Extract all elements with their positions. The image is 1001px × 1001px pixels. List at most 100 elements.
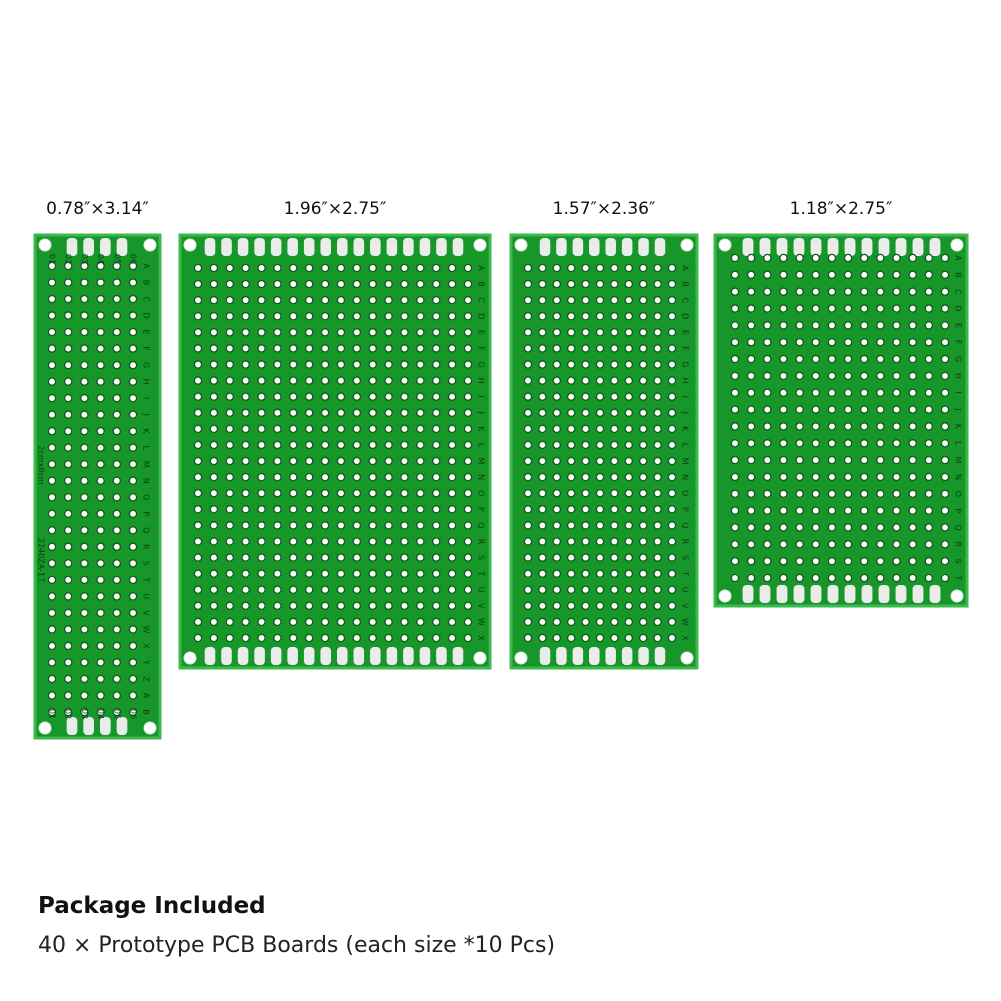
hole — [112, 509, 122, 519]
hole — [843, 371, 853, 381]
hole — [273, 328, 282, 337]
mount-hole — [38, 721, 52, 735]
hole — [538, 569, 547, 578]
row-letter: Q — [142, 527, 151, 533]
hole — [552, 569, 562, 578]
hole — [892, 489, 901, 499]
hole — [289, 344, 298, 353]
hole — [241, 617, 250, 627]
row-letter: Q — [681, 522, 690, 528]
row-letter: P — [142, 511, 151, 516]
column-number: 02 — [64, 254, 73, 264]
hole — [416, 633, 425, 643]
row-letter: K — [477, 426, 486, 432]
row-letter: E — [142, 330, 151, 335]
hole — [304, 312, 314, 321]
hole — [463, 537, 473, 546]
row-letter: P — [681, 507, 690, 512]
hole — [523, 569, 533, 578]
hole — [289, 585, 298, 594]
hole — [352, 569, 362, 578]
hole — [876, 506, 885, 515]
hole — [431, 537, 441, 546]
pad — [419, 238, 431, 256]
hole — [416, 263, 425, 273]
hole — [566, 488, 576, 498]
hole — [595, 601, 605, 611]
hole — [538, 553, 547, 562]
hole — [779, 556, 788, 566]
row-letter: J — [142, 412, 151, 415]
hole — [811, 540, 821, 549]
pad — [320, 238, 332, 256]
hole — [257, 585, 266, 594]
mount-hole — [183, 238, 197, 252]
hole — [940, 321, 950, 330]
hole — [289, 537, 298, 546]
pad — [654, 647, 666, 665]
hole — [273, 440, 282, 450]
hole — [193, 633, 203, 643]
hole — [96, 261, 105, 271]
hole — [859, 439, 869, 448]
mount-hole — [514, 238, 528, 252]
hole — [47, 410, 57, 419]
hole — [63, 707, 73, 717]
hole — [447, 488, 457, 498]
hole — [80, 294, 89, 304]
hole — [368, 569, 377, 578]
hole — [352, 617, 362, 627]
hole — [924, 573, 934, 583]
hole — [746, 439, 756, 448]
hole — [876, 489, 885, 499]
hole — [552, 263, 562, 273]
hole — [624, 392, 634, 401]
hole — [241, 633, 250, 643]
hole — [746, 540, 756, 549]
hole — [128, 393, 138, 403]
hole — [730, 455, 740, 465]
hole — [779, 304, 788, 313]
hole — [80, 707, 89, 717]
hole — [523, 263, 533, 273]
hole — [552, 295, 562, 305]
hole — [400, 505, 409, 514]
hole — [811, 422, 821, 431]
mount-hole — [680, 238, 694, 252]
hole — [416, 505, 425, 514]
hole — [924, 287, 934, 296]
hole — [638, 488, 648, 498]
hole — [193, 263, 203, 273]
hole — [209, 456, 219, 466]
hole — [384, 376, 393, 385]
hole — [859, 556, 869, 566]
pad — [912, 238, 924, 256]
mount-hole — [473, 238, 487, 252]
hole — [431, 263, 441, 273]
hole — [431, 633, 441, 643]
pad — [638, 238, 649, 256]
hole — [908, 556, 917, 566]
hole — [859, 337, 869, 347]
hole — [304, 472, 314, 482]
hole — [566, 263, 576, 273]
hole — [463, 585, 473, 594]
hole — [924, 304, 934, 313]
hole — [47, 509, 57, 519]
hole — [304, 376, 314, 385]
hole — [595, 295, 605, 305]
hole — [638, 617, 648, 627]
hole — [193, 505, 203, 514]
row-letter: S — [681, 555, 690, 560]
hole — [112, 476, 122, 485]
hole — [225, 553, 235, 562]
hole — [538, 585, 547, 594]
hole — [289, 376, 298, 385]
hole — [730, 270, 740, 280]
hole — [352, 456, 362, 466]
silk-mark: 2240ZA-17 — [37, 538, 46, 582]
hole — [463, 344, 473, 353]
hole — [653, 263, 662, 273]
hole — [96, 344, 105, 353]
pad — [793, 585, 805, 603]
